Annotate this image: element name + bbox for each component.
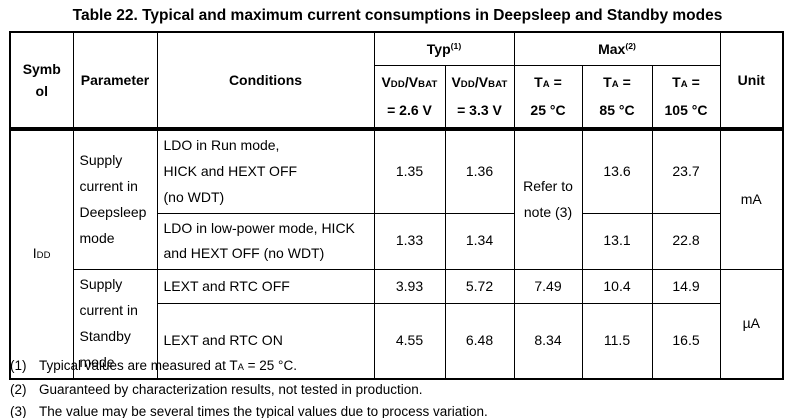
cell-max105-row4: 16.5 <box>651 303 721 380</box>
cell-max25-row3: 7.49 <box>513 269 583 305</box>
footnote-ref-2: (2) <box>625 40 636 51</box>
equals-sign: = <box>549 73 562 90</box>
cell-typ33-row1: 1.36 <box>444 126 515 214</box>
vdd-symbol: V <box>381 73 391 90</box>
cell-symbol-idd: IDD <box>9 126 74 380</box>
cell-max85-row2: 13.1 <box>581 212 653 271</box>
footnote-2-text: Guaranteed by characterization results, … <box>39 382 423 397</box>
cell-typ26-row4: 4.55 <box>373 303 446 380</box>
footnote-1-number: (1) <box>10 358 27 373</box>
typ-label: Typ <box>426 40 451 57</box>
footnote-3-number: (3) <box>10 404 27 418</box>
table-row: IDD Supply current in Deepsleep mode LDO… <box>9 126 784 380</box>
vdd-symbol: V <box>451 73 461 90</box>
footnote-ref-1: (1) <box>450 40 462 51</box>
cell-typ33-row2: 1.34 <box>444 212 515 271</box>
table-row: LDO in low-power mode, HICK and HEXT OFF… <box>10 212 783 271</box>
cell-conditions-rtc-on: LEXT and RTC ON <box>156 303 375 380</box>
col-header-ta-85: TA = 85 °C <box>581 64 653 130</box>
vdd-subscript: DD <box>460 78 475 90</box>
vbat-symbol: /V <box>404 73 419 90</box>
temperature-value: 105 °C <box>664 102 708 119</box>
cell-conditions-ldo-run: LDO in Run mode, HICK and HEXT OFF (no W… <box>156 126 375 214</box>
col-header-ta-105: TA = 105 °C <box>651 64 721 130</box>
cell-typ26-row1: 1.35 <box>373 126 446 214</box>
voltage-value: = 2.6 V <box>387 102 432 119</box>
cell-max85-row3: 10.4 <box>581 269 653 305</box>
cell-max105-row1: 23.7 <box>651 126 721 214</box>
footnote-1-text-pre: Typical values are measured at T <box>39 358 238 373</box>
table-row: LEXT and RTC ON 4.55 6.48 8.34 11.5 16.5 <box>10 303 783 380</box>
cell-conditions-ldo-lowpower: LDO in low-power mode, HICK and HEXT OFF… <box>156 212 375 271</box>
ta-subscript: A <box>542 78 550 90</box>
ta-symbol: T <box>603 73 612 90</box>
cell-typ26-row3: 3.93 <box>373 269 446 305</box>
temperature-value: 25 °C <box>530 102 566 119</box>
col-header-conditions: Conditions <box>156 31 375 130</box>
cell-parameter-standby: Supply current in Standby mode <box>72 269 158 380</box>
voltage-value: = 3.3 V <box>457 102 502 119</box>
ta-symbol: T <box>534 73 543 90</box>
cell-conditions-rtc-off: LEXT and RTC OFF <box>156 269 375 305</box>
footnote-1-text-post: = 25 °C. <box>243 358 297 373</box>
header-row-groups: Symb ol Parameter Conditions Typ(1) Max(… <box>9 31 784 130</box>
cell-unit-ma: mA <box>719 126 784 271</box>
cell-typ26-row2: 1.33 <box>373 212 446 271</box>
vdd-subscript: DD <box>390 78 405 90</box>
max-label: Max <box>598 40 626 57</box>
table-title: Table 22. Typical and maximum current co… <box>72 7 723 24</box>
col-header-vdd-2v6: VDD/VBAT = 2.6 V <box>373 64 446 130</box>
col-header-unit: Unit <box>719 31 784 130</box>
cell-parameter-deepsleep: Supply current in Deepsleep mode <box>72 126 158 271</box>
col-header-typ: Typ(1) <box>373 31 515 66</box>
footnote-1: (1) Typical values are measured at TA = … <box>10 358 488 375</box>
header-row-subcolumns: VDD/VBAT = 2.6 V VDD/VBAT = 3.3 V TA = 25 °… <box>10 64 783 130</box>
footnote-1-text: Typical values are measured at TA = 25 °… <box>39 358 297 375</box>
footnotes-block: (1) Typical values are measured at TA = … <box>10 358 488 418</box>
ta-subscript: A <box>237 362 244 373</box>
vbat-symbol: /V <box>474 73 489 90</box>
idd-subscript: DD <box>36 250 51 262</box>
footnote-2-number: (2) <box>10 382 27 397</box>
temperature-value: 85 °C <box>599 102 635 119</box>
equals-sign: = <box>687 73 700 90</box>
col-header-ta-25: TA = 25 °C <box>513 64 583 130</box>
footnote-3: (3) The value may be several times the t… <box>10 404 488 418</box>
table-row: Supply current in Standby mode LEXT and … <box>10 269 784 380</box>
cell-max25-refer-note: Refer to note (3) <box>513 126 583 271</box>
vbat-subscript: BAT <box>418 78 438 90</box>
cell-typ33-row3: 5.72 <box>444 269 515 305</box>
col-header-vdd-3v3: VDD/VBAT = 3.3 V <box>444 64 515 130</box>
col-header-symbol: Symb ol <box>9 31 74 130</box>
cell-max85-row1: 13.6 <box>581 126 653 214</box>
cell-max105-row2: 22.8 <box>651 212 721 271</box>
ta-subscript: A <box>611 78 619 90</box>
ta-subscript: A <box>680 78 688 90</box>
footnote-3-text: The value may be several times the typic… <box>39 404 488 418</box>
cell-max85-row4: 11.5 <box>581 303 653 380</box>
col-header-max: Max(2) <box>513 31 721 66</box>
footnote-2: (2) Guaranteed by characterization resul… <box>10 382 488 397</box>
cell-max105-row3: 14.9 <box>651 269 721 305</box>
col-header-parameter: Parameter <box>72 31 158 130</box>
cell-unit-ua: µA <box>719 269 784 380</box>
ta-symbol: T <box>672 73 681 90</box>
equals-sign: = <box>618 73 631 90</box>
idd-symbol: I <box>32 245 37 262</box>
cell-max25-row4: 8.34 <box>513 303 583 380</box>
current-consumption-table: Symb ol Parameter Conditions Typ(1) Max(… <box>9 31 785 380</box>
vbat-subscript: BAT <box>488 78 508 90</box>
cell-typ33-row4: 6.48 <box>444 303 515 380</box>
